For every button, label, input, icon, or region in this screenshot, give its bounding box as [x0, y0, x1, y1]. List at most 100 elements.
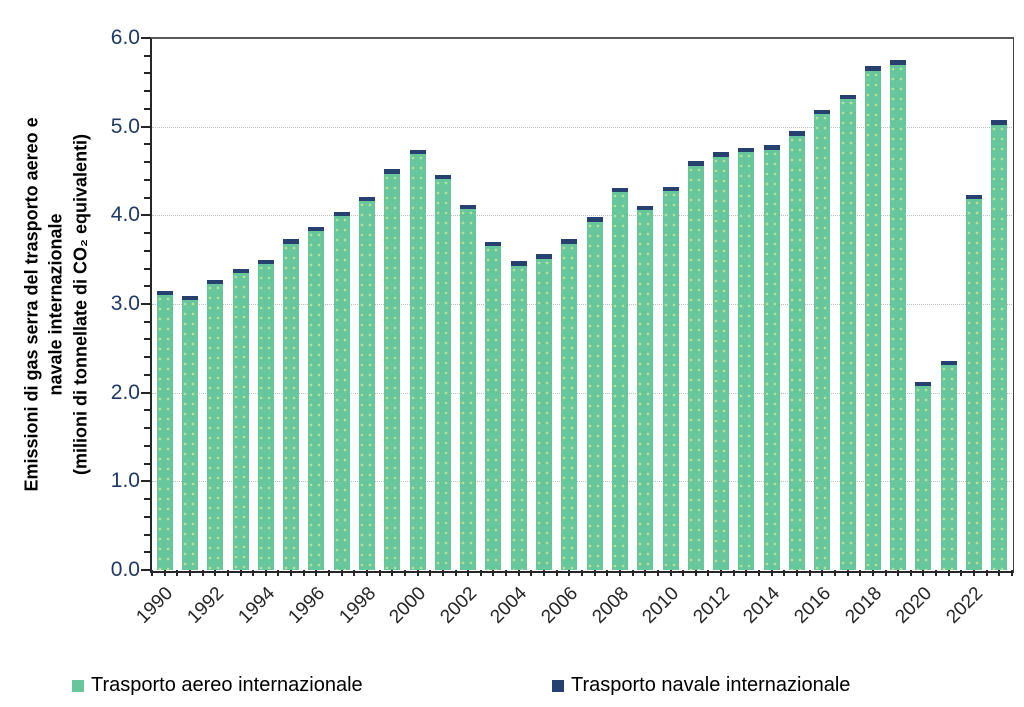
bar-2007: [586, 217, 603, 570]
x-tick: [644, 570, 647, 576]
x-tick: [694, 570, 697, 576]
y-major-tick: [141, 391, 150, 394]
bar-1992-aereo-segment: [207, 284, 224, 570]
x-tick: [416, 570, 419, 576]
x-tick-label-2002: 2002: [436, 583, 482, 628]
bar-1993-navale-segment: [232, 268, 249, 273]
bar-2003-aereo-segment: [485, 246, 502, 570]
bar-2016-aereo-segment: [814, 114, 831, 570]
y-minor-tick: [144, 515, 150, 518]
x-tick: [492, 570, 495, 576]
bar-2000: [409, 149, 426, 570]
bar-2011-aereo-segment: [687, 165, 704, 570]
y-major-tick: [141, 303, 150, 305]
bar-1996: [308, 226, 325, 570]
x-tick-label-2008: 2008: [588, 583, 633, 628]
x-tick-label-2000: 2000: [385, 583, 431, 628]
bar-2010: [662, 186, 679, 570]
bar-1999-aereo-segment: [384, 173, 401, 570]
bar-1994-navale-segment: [257, 259, 274, 265]
x-tick: [618, 570, 621, 576]
bar-2017-navale-segment: [839, 94, 856, 100]
bar-2003: [485, 241, 502, 570]
y-minor-tick: [144, 285, 150, 288]
y-minor-tick: [144, 444, 150, 447]
x-tick-label-2020: 2020: [891, 583, 937, 628]
x-tick: [353, 570, 356, 576]
bar-2001: [434, 174, 451, 570]
x-tick: [543, 570, 546, 576]
x-tick: [302, 570, 305, 576]
x-tick: [568, 570, 571, 576]
bar-2018-navale-segment: [864, 66, 881, 71]
y-minor-tick: [144, 249, 150, 252]
x-tick: [378, 570, 381, 576]
bar-2011-navale-segment: [687, 161, 704, 166]
x-tick-label-1990: 1990: [132, 583, 178, 628]
y-tick-label-5.0: 5.0: [110, 114, 140, 138]
x-tick: [226, 570, 229, 576]
bar-1999: [384, 169, 401, 570]
x-tick: [429, 570, 432, 576]
bar-2009-aereo-segment: [637, 210, 654, 570]
y-tick-label-0.0: 0.0: [110, 558, 140, 581]
bar-2017-aereo-segment: [839, 99, 856, 570]
x-tick: [808, 570, 811, 576]
bar-2004-navale-segment: [510, 261, 527, 266]
y-minor-tick: [144, 161, 150, 164]
x-tick: [403, 570, 406, 576]
bar-2005-navale-segment: [536, 254, 553, 259]
x-tick: [745, 570, 748, 576]
y-tick-label-3.0: 3.0: [110, 292, 140, 315]
bar-2019-aereo-segment: [890, 64, 907, 570]
bar-2021-navale-segment: [940, 360, 957, 366]
x-tick: [176, 570, 179, 576]
x-tick: [947, 570, 950, 576]
legend-item-navale: Trasporto navale internazionale: [552, 674, 850, 697]
bar-2002-navale-segment: [460, 204, 477, 210]
x-tick: [783, 570, 786, 576]
bar-2008-navale-segment: [611, 187, 628, 193]
x-tick: [707, 570, 710, 576]
bar-2007-navale-segment: [586, 217, 603, 222]
x-tick: [264, 570, 267, 576]
bar-2007-aereo-segment: [586, 221, 603, 570]
x-tick: [517, 570, 520, 576]
bar-2015-navale-segment: [789, 131, 805, 136]
bar-1999-navale-segment: [384, 169, 401, 174]
bar-2021-aereo-segment: [940, 365, 957, 570]
y-minor-tick: [144, 178, 150, 181]
bar-2016: [814, 109, 831, 570]
bar-1998: [359, 196, 375, 570]
y-minor-tick: [144, 90, 150, 93]
bar-2014-navale-segment: [763, 145, 780, 150]
x-tick: [720, 570, 723, 576]
bar-2009: [637, 205, 654, 570]
bar-2001-navale-segment: [434, 174, 451, 179]
bar-2006-navale-segment: [561, 239, 578, 244]
bar-1997: [333, 211, 350, 570]
x-tick: [163, 570, 166, 576]
bar-1995: [283, 239, 300, 570]
legend-label-navale: Trasporto navale internazionale: [571, 674, 851, 696]
y-minor-tick: [144, 72, 150, 75]
x-tick: [366, 570, 368, 576]
bar-2000-navale-segment: [409, 149, 426, 155]
x-tick-label-1996: 1996: [284, 583, 330, 628]
gridline-3: [152, 304, 1012, 305]
x-tick: [340, 570, 343, 576]
bar-2014: [763, 145, 780, 570]
bar-2006: [561, 239, 578, 570]
x-tick: [555, 570, 558, 576]
x-tick: [833, 570, 836, 576]
x-tick-label-2018: 2018: [840, 583, 886, 628]
x-tick: [960, 570, 963, 576]
bar-1995-navale-segment: [283, 239, 300, 244]
bar-1997-aereo-segment: [333, 216, 350, 570]
y-major-tick: [141, 480, 150, 483]
x-tick: [935, 570, 938, 576]
bar-1990-navale-segment: [156, 290, 173, 296]
bar-2022: [966, 194, 983, 570]
bar-1994: [257, 259, 274, 570]
x-tick-label-1994: 1994: [233, 583, 279, 628]
